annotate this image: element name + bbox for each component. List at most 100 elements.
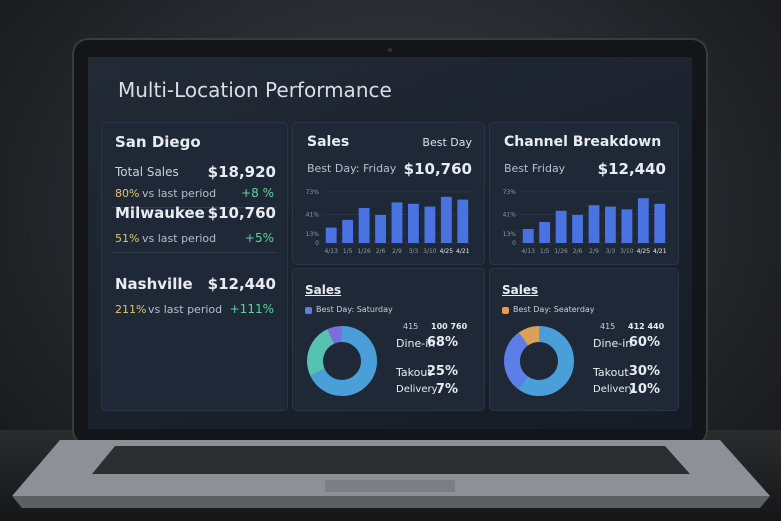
bar — [572, 215, 583, 243]
pct: 51% — [115, 232, 140, 245]
compare-label: vs last period — [142, 187, 217, 200]
x-tick-label: 2/6 — [573, 248, 583, 255]
bar — [637, 198, 649, 243]
bar — [654, 203, 666, 243]
base-edge — [12, 496, 770, 508]
segment-name: Takout — [593, 366, 629, 379]
bar — [325, 227, 337, 243]
bar — [424, 206, 436, 243]
x-tick-label: 1/5 — [540, 248, 550, 255]
x-tick-label: 1/26 — [357, 248, 371, 255]
dashboard-title: Multi-Location Performance — [118, 78, 392, 102]
card-subtitle: Best Day: Saturday — [316, 305, 393, 314]
x-tick-label: 3/3 — [606, 248, 616, 255]
metric-label: Total Sales — [115, 165, 179, 179]
compare-label: vs last period — [148, 303, 223, 316]
donut-chart — [504, 326, 574, 396]
bar — [408, 203, 419, 243]
card-subtitle: Best Friday — [504, 162, 566, 175]
bar — [539, 222, 551, 243]
card-title: Channel Breakdown — [504, 134, 662, 150]
bar-chart: 0 13% 41% 73% 4/13 1/5 1/26 2/6 2/9 3/3 3/10 4/25 4/… — [306, 189, 471, 255]
segment-label: 7% — [435, 382, 458, 397]
x-tick-label: 2/9 — [392, 248, 402, 255]
keyboard — [92, 446, 690, 474]
bar — [522, 229, 534, 243]
card-title: Sales — [305, 283, 342, 297]
x-tick-label: 3/10 — [423, 248, 437, 255]
donut-segment — [307, 326, 377, 396]
legend-swatch — [502, 307, 509, 314]
x-tick-label: 2/6 — [376, 248, 386, 255]
x-tick-label: 4/21 — [456, 248, 470, 255]
donut-segment — [504, 326, 574, 396]
bar-chart: 0 13% 41% 73% 4/13 1/5 1/26 2/6 2/9 3/3 3/10 4/25 4/… — [503, 189, 668, 255]
card-amount: $12,440 — [597, 160, 666, 178]
donut-segment — [307, 326, 377, 396]
card-amount: $10,760 — [403, 160, 472, 178]
location-name: Milwaukee — [115, 204, 205, 222]
x-tick-label: 1/26 — [554, 248, 568, 255]
camera — [388, 48, 392, 52]
location-value: $10,760 — [207, 204, 276, 222]
x-tick-label: 4/25 — [440, 248, 454, 255]
y-tick-label: 13% — [503, 231, 517, 238]
segment-name: Takout — [396, 366, 432, 379]
x-tick-label: 4/13 — [521, 248, 535, 255]
segment-name: Dine-in — [396, 337, 436, 350]
donut-chart — [307, 326, 377, 396]
segment-label: 30% — [628, 364, 660, 379]
card-subtitle: Best Day: Seaterday — [513, 305, 595, 314]
divider — [112, 207, 277, 208]
total: 412 440 — [628, 322, 665, 331]
x-tick-label: 4/13 — [324, 248, 338, 255]
legend-swatch — [305, 307, 312, 314]
x-tick-label: 1/5 — [343, 248, 353, 255]
bar-card: Sales Best Day Best Day: Friday $10,760 0 13%… — [293, 123, 484, 264]
segment-label: 60% — [628, 335, 660, 350]
donut-card: Sales Best Day: Saturday 415 100 760 Dine-in… — [293, 269, 484, 410]
bar — [555, 210, 567, 243]
y-tick-label: 41% — [306, 211, 320, 218]
card-title: Sales — [502, 283, 539, 297]
y-tick-label: 73% — [306, 189, 320, 196]
segment-label: 25% — [426, 364, 458, 379]
bar — [342, 219, 354, 243]
bar — [375, 215, 386, 243]
segment-name: Dine-in — [593, 337, 633, 350]
x-tick-label: 4/25 — [637, 248, 651, 255]
count: 415 — [600, 322, 616, 331]
total: 100 760 — [431, 322, 468, 331]
bar — [621, 209, 633, 243]
segment-name: Delivery — [396, 384, 438, 395]
x-tick-label: 3/10 — [620, 248, 634, 255]
badge: Best Day — [422, 136, 472, 149]
bar — [457, 199, 469, 243]
x-tick-label: 2/9 — [589, 248, 599, 255]
donut-segment — [504, 326, 574, 396]
y-tick-label: 73% — [503, 189, 517, 196]
pct: 80% — [115, 187, 140, 200]
location-value: $12,440 — [207, 275, 276, 293]
bar-card: Channel Breakdown Best Friday $12,440 0 13% 4… — [490, 123, 678, 264]
bar — [440, 196, 452, 243]
y-tick-label: 41% — [503, 211, 517, 218]
change: +5% — [244, 231, 274, 245]
change: +8 % — [241, 186, 274, 200]
location-name: San Diego — [115, 133, 201, 151]
donut-card: Sales Best Day: Seaterday 415 412 440 Dine-i… — [490, 269, 678, 410]
segment-name: Delivery — [593, 384, 635, 395]
compare-label: vs last period — [142, 232, 217, 245]
laptop-base — [12, 440, 770, 508]
change: +111% — [229, 302, 274, 316]
y-tick-label: 13% — [306, 231, 320, 238]
segment-label: 10% — [628, 382, 660, 397]
location-name: Nashville — [115, 275, 193, 293]
bar — [588, 205, 600, 243]
y-tick-label: 0 — [315, 240, 319, 247]
bar — [358, 208, 370, 243]
x-tick-label: 3/3 — [409, 248, 419, 255]
bar — [391, 202, 403, 243]
